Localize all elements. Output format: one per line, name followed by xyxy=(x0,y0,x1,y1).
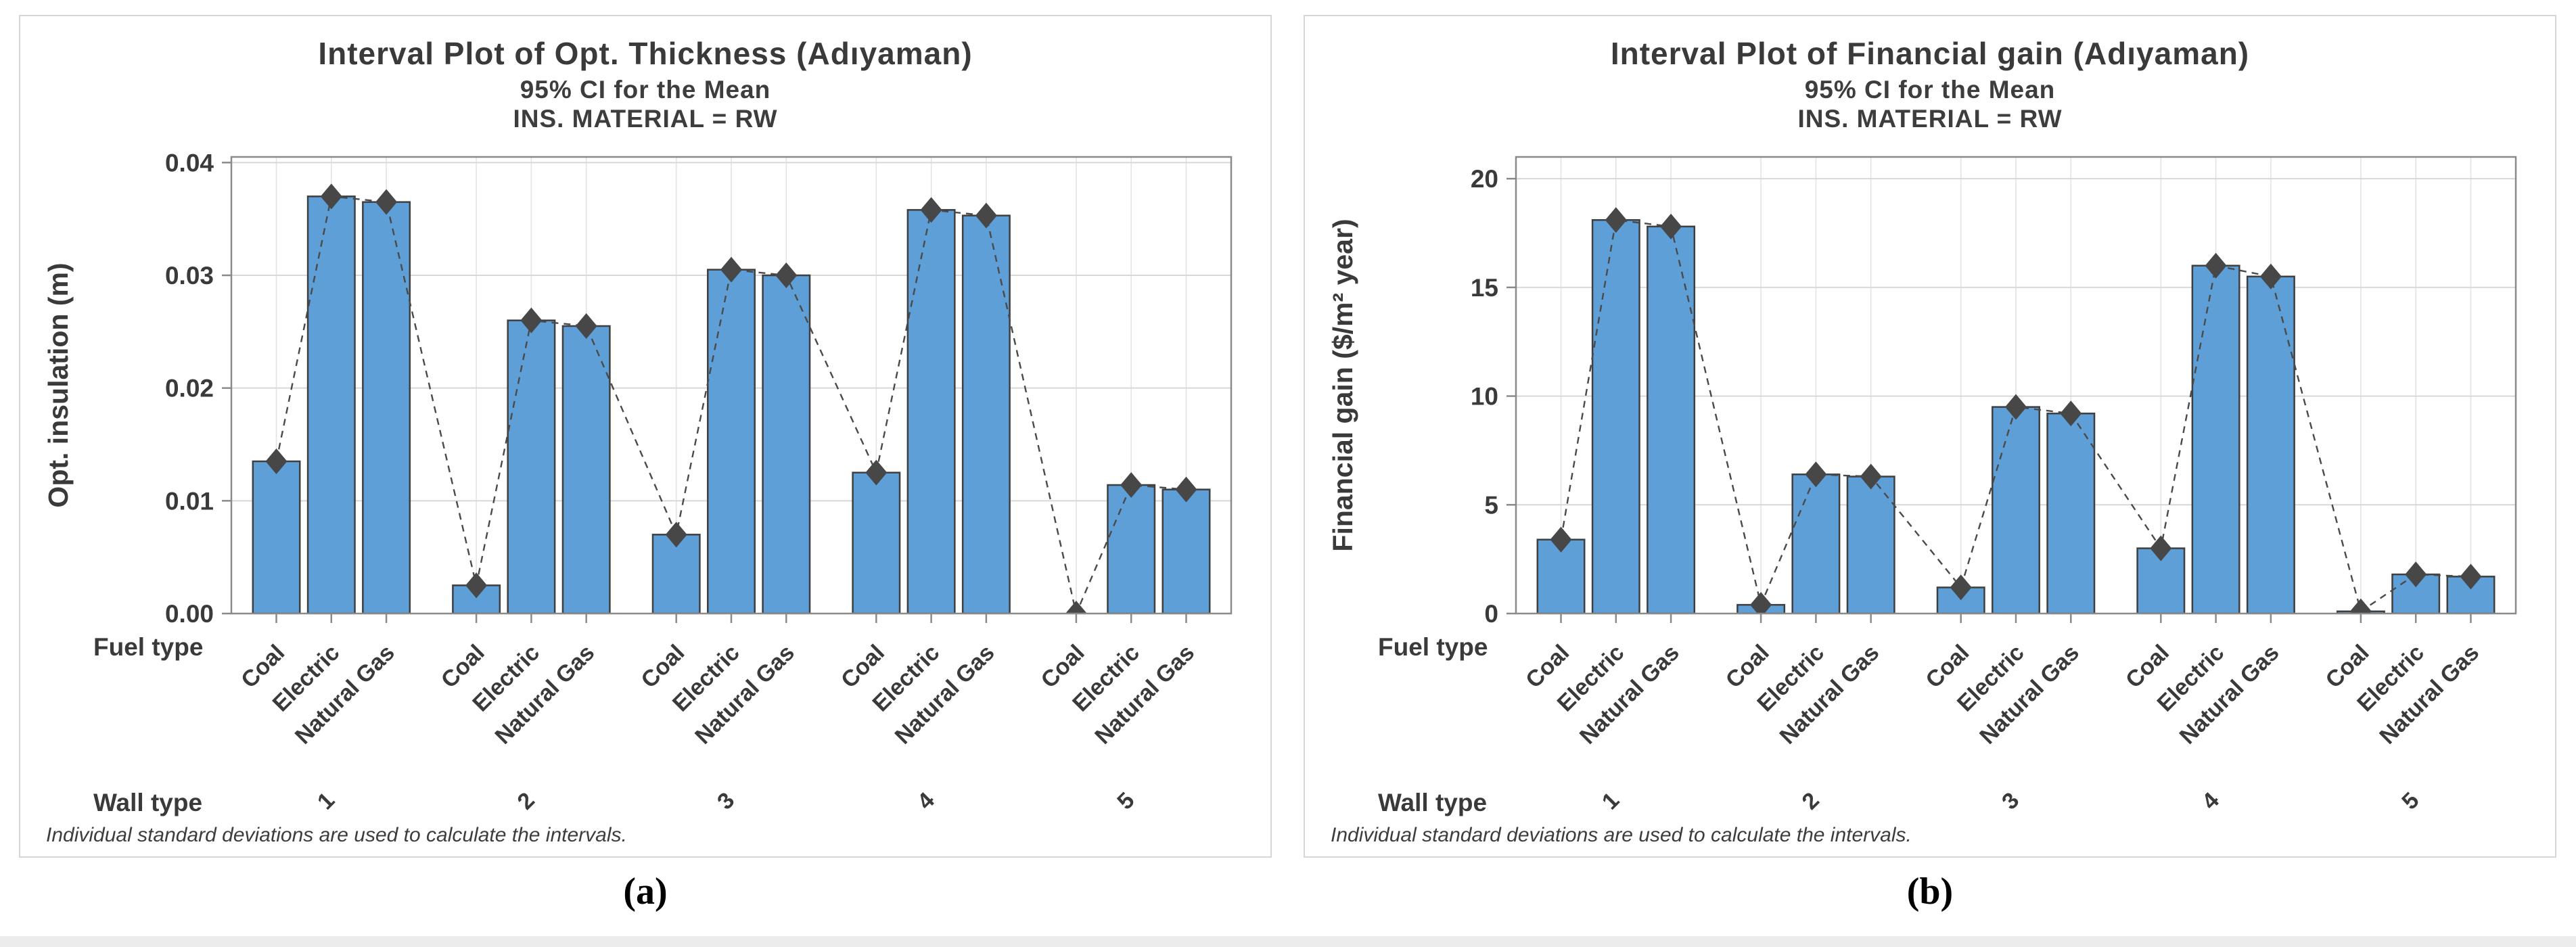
wall-type-tick-label: 2 xyxy=(1797,787,1824,814)
mean-marker xyxy=(2150,535,2172,561)
mean-marker xyxy=(775,262,798,288)
mean-marker xyxy=(1605,207,1627,233)
wall-type-tick-label: 3 xyxy=(1997,787,2024,814)
y-axis-label: Opt. insulation (m) xyxy=(43,262,74,507)
y-tick-label: 0.04 xyxy=(165,149,214,177)
y-tick-label: 0.03 xyxy=(165,262,214,290)
ci-bar xyxy=(961,214,1011,614)
mean-connector-line xyxy=(275,195,1187,614)
mean-marker xyxy=(465,572,488,599)
mean-marker xyxy=(865,459,888,486)
ci-bar xyxy=(1162,488,1211,614)
chart-title: Interval Plot of Financial gain (Adıyama… xyxy=(1610,36,2250,71)
wall-type-tick-label: 4 xyxy=(2197,787,2224,814)
y-tick-label: 10 xyxy=(1471,383,1498,411)
mean-marker xyxy=(1120,472,1143,498)
fuel-type-axis-label: Fuel type xyxy=(93,633,203,661)
ci-bar xyxy=(2246,275,2295,614)
mean-marker xyxy=(1065,601,1087,614)
wall-type-tick-label: 4 xyxy=(913,787,940,814)
mean-marker xyxy=(320,183,342,210)
wall-type-tick-label: 1 xyxy=(313,787,340,814)
subfigure-caption-a: (a) xyxy=(623,871,668,913)
ci-bar xyxy=(2191,264,2240,614)
mean-marker xyxy=(2060,400,2082,427)
mean-marker xyxy=(2405,561,2427,588)
page-edge-strip xyxy=(0,936,2576,947)
data-layer xyxy=(1536,207,2496,614)
mean-marker xyxy=(720,256,742,283)
data-layer xyxy=(252,183,1211,614)
ci-bar xyxy=(707,269,756,614)
ci-bar xyxy=(906,209,956,614)
ci-bar xyxy=(1992,406,2040,614)
interval-plot-a: 0.000.010.020.030.04CoalElectricNatural … xyxy=(43,149,1233,816)
mean-marker xyxy=(1860,463,1882,490)
subfigure-caption-b: (b) xyxy=(1906,871,1954,913)
ci-bar xyxy=(1791,473,1841,614)
wall-type-tick-label: 5 xyxy=(2397,787,2424,814)
wall-type-axis-label: Wall type xyxy=(1378,789,1487,816)
mean-marker xyxy=(2205,252,2227,279)
mean-marker xyxy=(665,522,687,548)
y-tick-label: 5 xyxy=(1484,491,1498,519)
chart-subtitle: 95% CI for the Mean xyxy=(1804,76,2056,103)
y-tick-label: 20 xyxy=(1471,165,1498,193)
mean-marker xyxy=(1750,592,1772,614)
y-tick-label: 15 xyxy=(1471,274,1498,302)
mean-marker xyxy=(265,448,288,474)
mean-marker xyxy=(975,202,997,229)
mean-marker xyxy=(1950,574,1972,601)
interval-plot-panel-a: Interval Plot of Opt. Thickness (Adıyama… xyxy=(19,15,1272,858)
chart-title: Interval Plot of Opt. Thickness (Adıyama… xyxy=(318,36,973,71)
ci-bar xyxy=(362,201,411,614)
ci-bar xyxy=(2046,413,2096,614)
ci-bar xyxy=(1647,225,1696,614)
mean-marker xyxy=(1805,461,1827,488)
chart-footnote: Individual standard deviations are used … xyxy=(1331,824,1912,846)
chart-facet-label: INS. MATERIAL = RW xyxy=(1797,105,2063,133)
ci-bar xyxy=(852,471,901,614)
wall-type-tick-label: 2 xyxy=(512,787,539,814)
ci-bar xyxy=(1591,218,1640,614)
mean-marker xyxy=(520,307,543,333)
wall-type-axis-label: Wall type xyxy=(93,789,202,816)
ci-bar xyxy=(561,325,611,614)
wall-type-tick-label: 3 xyxy=(712,787,739,814)
chart-subtitle: 95% CI for the Mean xyxy=(520,76,771,103)
mean-marker xyxy=(1550,526,1572,553)
y-axis-label: Financial gain ($/m² year) xyxy=(1327,218,1358,551)
fuel-type-axis-label: Fuel type xyxy=(1378,633,1488,661)
y-tick-label: 0.01 xyxy=(165,487,214,515)
ci-bar xyxy=(252,460,301,614)
wall-type-tick-label: 1 xyxy=(1597,787,1624,814)
y-tick-label: 0 xyxy=(1484,600,1498,628)
y-tick-label: 0.02 xyxy=(165,375,214,402)
mean-marker xyxy=(2005,394,2027,420)
ci-bar xyxy=(306,195,356,614)
mean-marker xyxy=(2349,598,2372,614)
ci-bar xyxy=(651,534,701,614)
mean-marker xyxy=(2259,263,2282,290)
ci-bar xyxy=(1846,476,1895,614)
chart-footnote: Individual standard deviations are used … xyxy=(46,824,627,846)
mean-marker xyxy=(2460,563,2482,590)
ci-bar xyxy=(762,274,811,614)
mean-marker xyxy=(575,313,597,339)
mean-marker xyxy=(1175,476,1197,503)
chart-facet-label: INS. MATERIAL = RW xyxy=(513,105,778,133)
ci-bar xyxy=(1107,484,1156,614)
mean-marker xyxy=(920,197,942,223)
mean-marker xyxy=(1660,213,1682,239)
ci-bar xyxy=(507,319,556,614)
interval-plot-panel-b: Interval Plot of Financial gain (Adıyama… xyxy=(1304,15,2556,858)
wall-type-tick-label: 5 xyxy=(1112,787,1139,814)
y-tick-label: 0.00 xyxy=(165,600,214,628)
